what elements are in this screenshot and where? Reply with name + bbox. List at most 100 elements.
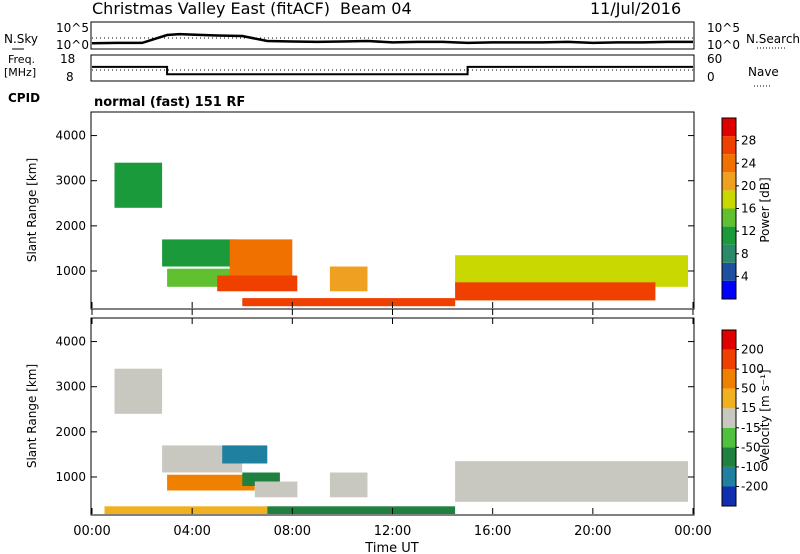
time-tick-label: 04:00: [173, 524, 210, 539]
velocity_panel-tick-label: 2000: [55, 425, 86, 439]
freq-panel: Freq. [MHz] 18 8 60 0 Nave: [4, 52, 779, 87]
time-tick-label: 12:00: [374, 524, 411, 539]
velocity-region: [104, 506, 268, 514]
velocity_panel-colorbar-swatch: [722, 427, 736, 448]
nsearch-tick-bottom: 10^0: [707, 38, 740, 52]
time-axis: 00:00 04:00 08:00 12:00 16:00 20:00 00:00: [73, 302, 712, 539]
power_panel-colorbar-swatch: [722, 226, 736, 245]
power-panel: 4000 3000 2000 1000 Slant Range [km] 28 24 20…: [25, 111, 772, 310]
power_panel-colorbar-swatch: [722, 280, 736, 299]
power_panel-colorbar-swatch: [722, 208, 736, 227]
power-ylabel: Slant Range [km]: [25, 158, 39, 262]
sky-noise-line: [91, 32, 693, 45]
power_panel-colorbar-tick-label: 28: [741, 134, 756, 148]
freq-tick-top: 18: [60, 52, 75, 66]
velocity_panel-colorbar-tick-label: 100: [741, 362, 764, 376]
nave-label: Nave: [748, 65, 779, 79]
power-region: [242, 298, 456, 307]
nave-tick-top: 60: [707, 52, 722, 66]
transmit-frequency-line: [92, 65, 693, 76]
power-region: [455, 282, 656, 301]
time-tick-label: 00:00: [674, 524, 711, 539]
time-tick-label: 20:00: [574, 524, 611, 539]
nsearch-tick-top: 10^5: [707, 21, 740, 35]
nsky-tick-bottom: 10^0: [56, 38, 89, 52]
velocity-colorbar-label: Velocity [m s⁻¹]: [758, 369, 772, 462]
time-tick-label: 16:00: [474, 524, 511, 539]
velocity_panel-colorbar-swatch: [722, 349, 736, 370]
velocity-region: [254, 481, 298, 498]
power_panel-tick-label: 1000: [55, 264, 86, 278]
power-region: [217, 275, 298, 292]
power_panel-colorbar-tick-label: 12: [741, 224, 756, 238]
velocity-region: [267, 506, 456, 514]
cpid-value: normal (fast) 151 RF: [94, 95, 245, 110]
power_panel-colorbar-tick-label: 20: [741, 179, 756, 193]
power-region: [455, 255, 688, 287]
nsky-label: N.Sky: [4, 32, 38, 46]
power-region: [329, 266, 368, 292]
velocity_panel-colorbar-tick-label: -50: [741, 440, 761, 454]
power_panel-colorbar-tick-label: 8: [741, 247, 749, 261]
velocity_panel-tick-label: 4000: [55, 335, 86, 349]
velocity_panel-colorbar-tick-label: 15: [741, 401, 756, 415]
velocity_panel-colorbar-swatch: [722, 466, 736, 487]
power_panel-tick-label: 3000: [55, 174, 86, 188]
date-label: 11/Jul/2016: [590, 0, 681, 18]
velocity_panel-colorbar-swatch: [722, 369, 736, 389]
power_panel-colorbar-swatch: [722, 244, 736, 263]
nsky-panel: N.Sky 10^5 10^0 10^5 10^0 N.Search: [4, 21, 800, 52]
velocity-region: [114, 368, 163, 414]
velocity-colorbar: 200 100 50 15 -15 -50 -100 -200: [721, 329, 768, 507]
power_panel-tick-label: 4000: [55, 129, 86, 143]
velocity_panel-colorbar-tick-label: 50: [741, 382, 756, 396]
power_panel-colorbar-swatch: [722, 118, 736, 137]
power-yaxis: 4000 3000 2000 1000: [55, 129, 694, 278]
power-colorbar: 28 24 20 16 12 8 4: [721, 117, 756, 300]
velocity-region: [167, 474, 255, 491]
velocity_panel-colorbar-frame: [721, 329, 737, 507]
time-tick-label: 00:00: [73, 524, 110, 539]
power-region: [229, 239, 293, 276]
power_panel-colorbar-swatch: [722, 190, 736, 209]
nsky-frame: [90, 21, 695, 50]
velocity_panel-colorbar-swatch: [722, 330, 736, 350]
power_panel-colorbar-tick-label: 16: [741, 202, 756, 216]
velocity-yaxis: 4000 3000 2000 1000: [55, 335, 694, 484]
power-colorbar-label: Power [dB]: [758, 177, 772, 242]
power_panel-colorbar-swatch: [722, 172, 736, 191]
power_panel-colorbar-swatch: [722, 136, 736, 155]
velocity_panel-colorbar-swatch: [722, 447, 736, 467]
freq-frame: [90, 54, 695, 82]
power-region: [114, 162, 163, 208]
velocity_panel-tick-label: 3000: [55, 380, 86, 394]
power_panel-tick-label: 2000: [55, 219, 86, 233]
velocity-region: [329, 472, 368, 498]
velocity_panel-tick-label: 1000: [55, 470, 86, 484]
power_panel-colorbar-swatch: [722, 262, 736, 281]
power-region: [162, 239, 238, 267]
power_panel-colorbar-tick-label: 24: [741, 156, 756, 170]
velocity_panel-colorbar-tick-label: 200: [741, 343, 764, 357]
freq-tick-bottom: 8: [66, 70, 74, 84]
beam-label: Beam 04: [340, 0, 412, 18]
velocity_panel-colorbar-tick-label: -100: [741, 460, 768, 474]
velocity_panel-colorbar-tick-label: -200: [741, 479, 768, 493]
freq-unit-label: [MHz]: [4, 66, 36, 79]
velocity-region: [222, 445, 268, 464]
velocity_panel-colorbar-swatch: [722, 388, 736, 409]
velocity_panel-colorbar-swatch: [722, 486, 736, 506]
figure-title: Christmas Valley East (fitACF): [92, 0, 330, 18]
nsky-tick-top: 10^5: [56, 21, 89, 35]
cpid-label: CPID: [8, 91, 40, 105]
nave-tick-bottom: 0: [707, 70, 715, 84]
time-tick-label: 08:00: [274, 524, 311, 539]
velocity-panel: 4000 3000 2000 1000 Slant Range [km] 200 100…: [25, 317, 772, 516]
velocity-ylabel: Slant Range [km]: [25, 364, 39, 468]
velocity_panel-colorbar-swatch: [722, 408, 736, 428]
power-heatmap: [114, 162, 688, 307]
velocity_panel-colorbar-tick-label: -15: [741, 421, 761, 435]
time-axis-label: Time UT: [364, 541, 418, 554]
velocity-region: [455, 461, 688, 502]
